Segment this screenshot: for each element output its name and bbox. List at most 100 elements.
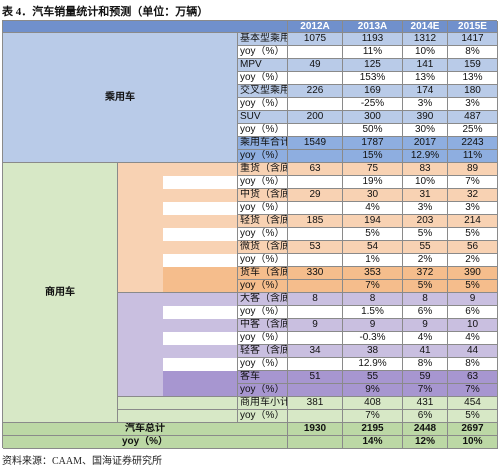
row-indent (163, 371, 238, 384)
row-value (288, 306, 343, 319)
row-indent (163, 332, 238, 345)
row-value (288, 358, 343, 371)
row-value (288, 124, 343, 137)
row-label: MPV (238, 59, 288, 72)
row-label: yoy（%） (238, 410, 288, 423)
row-value: 34 (288, 345, 343, 358)
row-value: 5% (448, 280, 498, 293)
row-label: yoy（%） (238, 46, 288, 59)
row-value: 214 (448, 215, 498, 228)
row-indent (163, 215, 238, 228)
row-value: 9 (403, 319, 448, 332)
row-value (288, 280, 343, 293)
row-value: 7% (448, 176, 498, 189)
row-value: 141 (403, 59, 448, 72)
row-value: 3% (403, 98, 448, 111)
row-value: 5% (448, 410, 498, 423)
row-indent (163, 306, 238, 319)
row-value: 75 (343, 163, 403, 176)
row-value: 487 (448, 111, 498, 124)
row-value: 55 (343, 371, 403, 384)
row-value (288, 332, 343, 345)
total-label: 汽车总计 (3, 423, 288, 436)
row-value: 390 (403, 111, 448, 124)
row-value (288, 436, 343, 449)
row-value: 408 (343, 397, 403, 410)
row-value: 7% (403, 384, 448, 397)
row-indent (163, 228, 238, 241)
row-value: 9 (288, 319, 343, 332)
row-value: -25% (343, 98, 403, 111)
row-value (288, 98, 343, 111)
row-label: yoy（%） (238, 384, 288, 397)
row-indent (163, 241, 238, 254)
row-indent (163, 319, 238, 332)
row-value (288, 254, 343, 267)
row-value: 2% (448, 254, 498, 267)
row-value: 7% (448, 384, 498, 397)
row-label: 轻客（含底盘） (238, 345, 288, 358)
row-indent (163, 254, 238, 267)
row-value: 31 (403, 189, 448, 202)
row-value: 12% (403, 436, 448, 449)
row-value: 15% (343, 150, 403, 163)
column-header: 2012A (288, 21, 343, 33)
row-label: yoy（%） (238, 202, 288, 215)
row-value: 56 (448, 241, 498, 254)
row-label: yoy（%） (238, 98, 288, 111)
row-value: 6% (448, 306, 498, 319)
row-value: 2448 (403, 423, 448, 436)
row-value: 5% (343, 228, 403, 241)
row-value: 7% (343, 280, 403, 293)
row-value: 159 (448, 59, 498, 72)
row-value: 3% (448, 202, 498, 215)
row-value: 5% (403, 228, 448, 241)
row-value: 169 (343, 85, 403, 98)
row-value: -0.3% (343, 332, 403, 345)
row-value: 203 (403, 215, 448, 228)
row-value: 372 (403, 267, 448, 280)
row-value: 51 (288, 371, 343, 384)
row-value: 180 (448, 85, 498, 98)
row-value: 8% (448, 358, 498, 371)
row-value: 300 (343, 111, 403, 124)
row-value: 5% (448, 228, 498, 241)
row-label: 中客（含底盘） (238, 319, 288, 332)
row-indent (163, 176, 238, 189)
row-value: 226 (288, 85, 343, 98)
row-value (288, 72, 343, 85)
row-value: 50% (343, 124, 403, 137)
row-value: 54 (343, 241, 403, 254)
row-value: 13% (403, 72, 448, 85)
row-value: 1417 (448, 33, 498, 46)
row-value: 8% (403, 358, 448, 371)
row-label: 大客（含底盘） (238, 293, 288, 306)
row-label: SUV (238, 111, 288, 124)
row-label: 货车（含底盘、半挂） (238, 267, 288, 280)
row-label: yoy（%） (238, 72, 288, 85)
row-value: 32 (448, 189, 498, 202)
row-indent (163, 384, 238, 397)
row-value: 4% (403, 332, 448, 345)
row-value: 59 (403, 371, 448, 384)
row-value: 9 (448, 293, 498, 306)
row-label: 中货（含底盘、半挂） (238, 189, 288, 202)
row-value: 153% (343, 72, 403, 85)
row-value: 2243 (448, 137, 498, 150)
row-value: 6% (403, 306, 448, 319)
total-yoy-label: yoy（%） (3, 436, 288, 449)
row-label: yoy（%） (238, 150, 288, 163)
row-label: yoy（%） (238, 306, 288, 319)
table-title: 表 4．汽车销量统计和预测（单位：万辆） (2, 6, 209, 18)
row-label: yoy（%） (238, 358, 288, 371)
row-value: 194 (343, 215, 403, 228)
row-value: 49 (288, 59, 343, 72)
row-indent (163, 345, 238, 358)
row-value: 3% (448, 98, 498, 111)
row-value (288, 176, 343, 189)
group-commercial: 商用车 (3, 163, 118, 423)
column-header: 2013A (343, 21, 403, 33)
row-value: 1930 (288, 423, 343, 436)
row-value: 11% (448, 150, 498, 163)
row-value: 14% (343, 436, 403, 449)
